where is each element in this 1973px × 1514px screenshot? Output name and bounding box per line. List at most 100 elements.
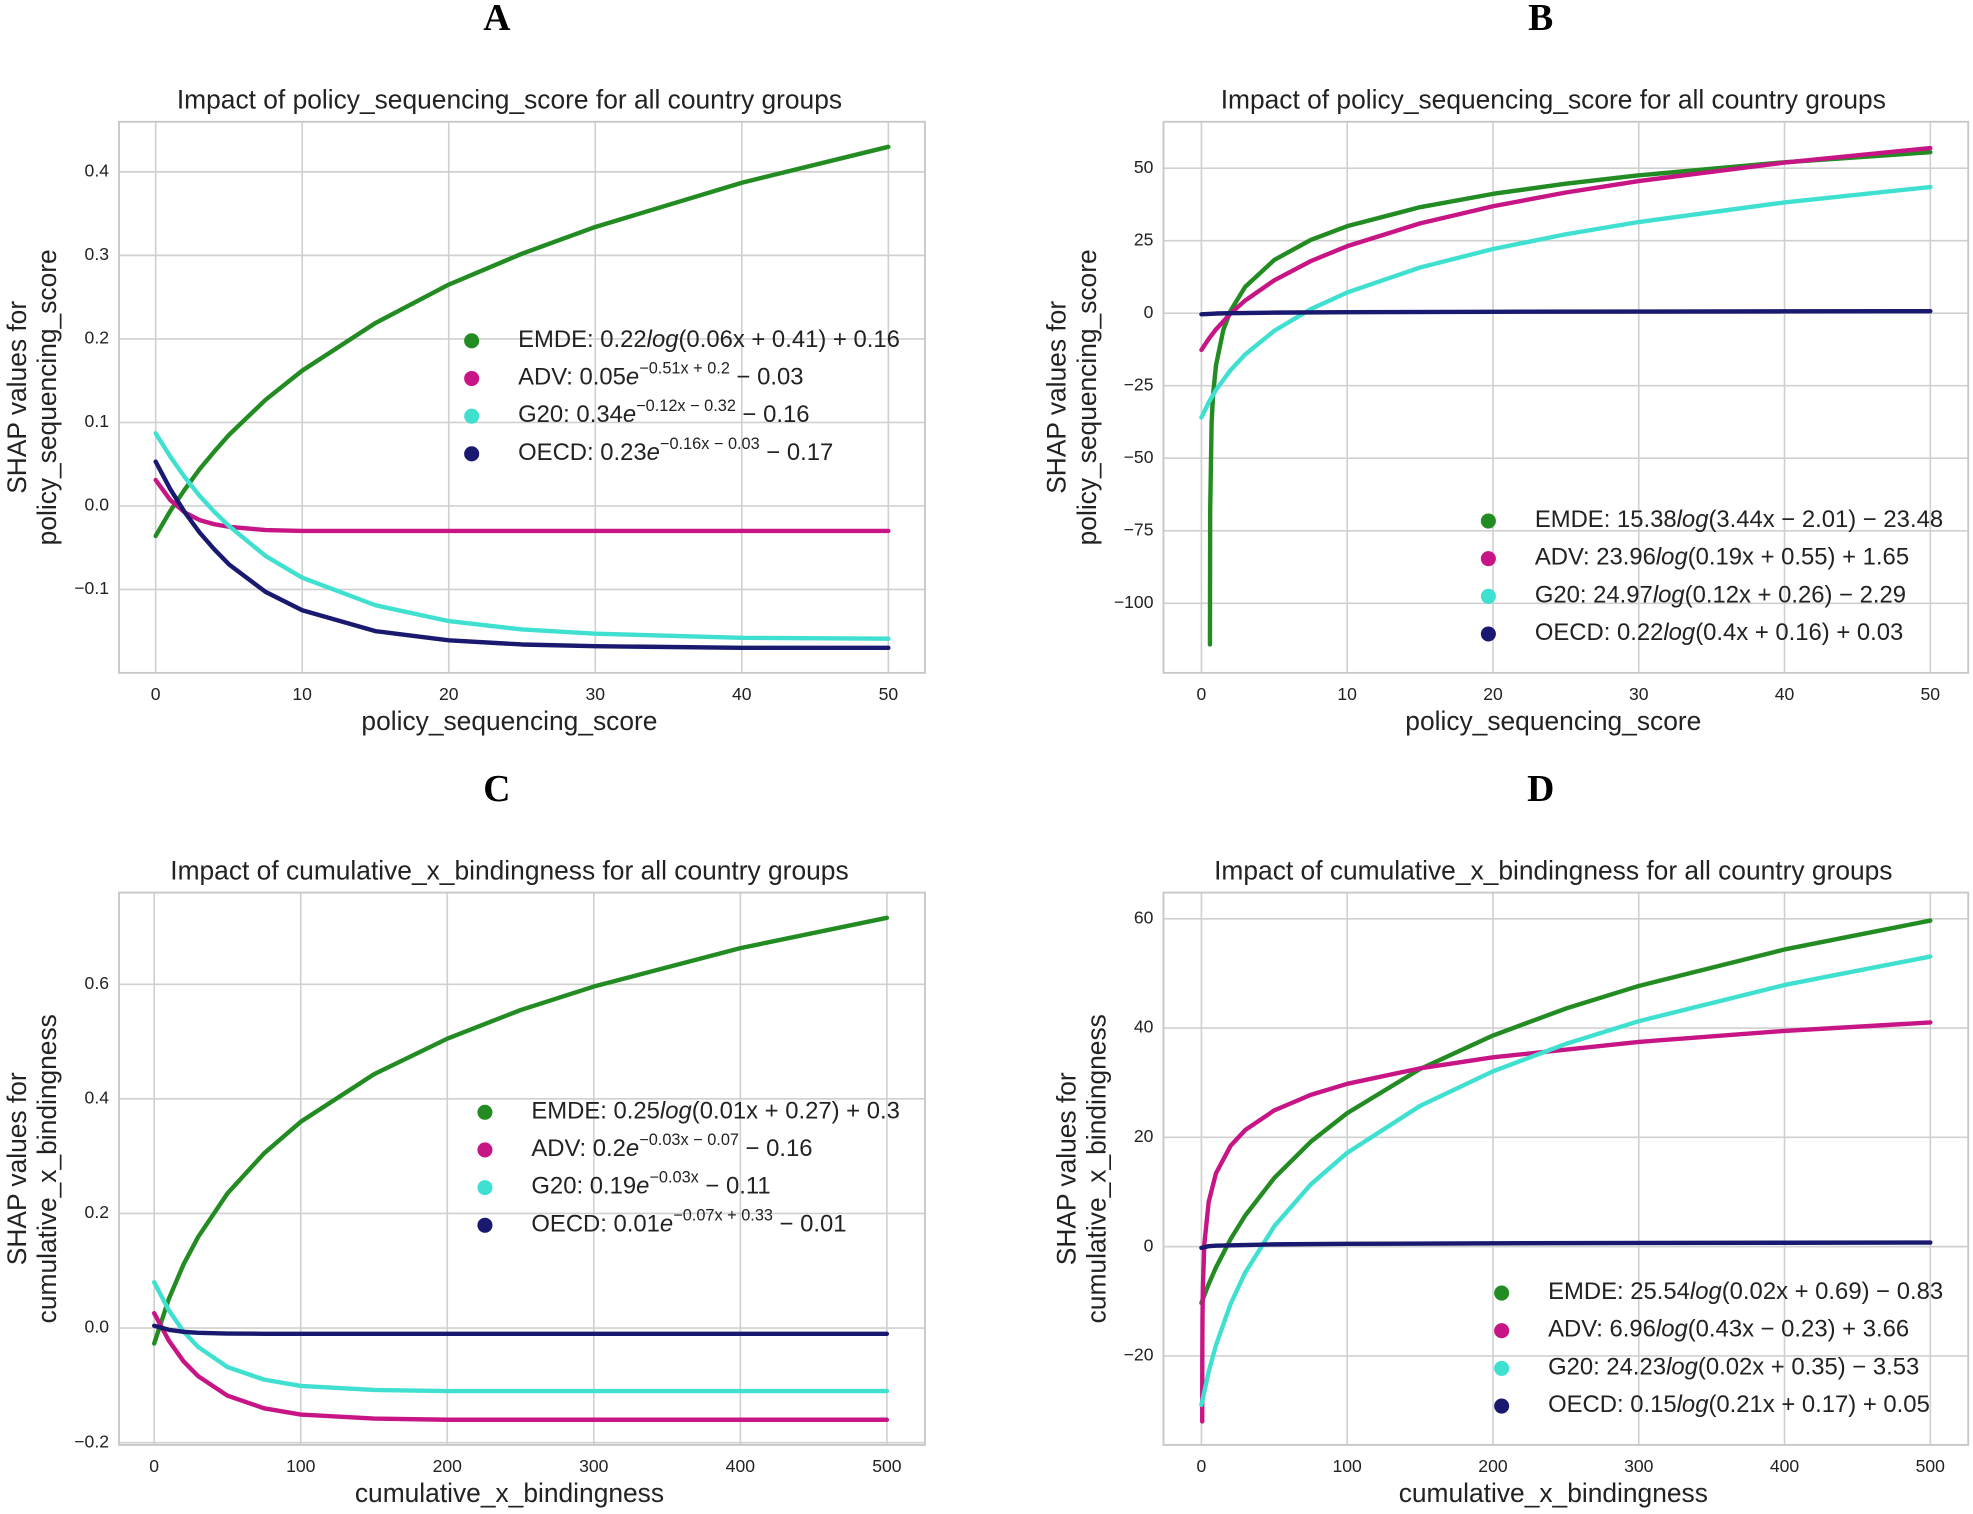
x-tick-label: 0 [151,684,161,704]
legend-segment: −0.03x − 0.07 [639,1131,739,1149]
x-tick-label: 0 [1197,684,1207,704]
x-tick-label: 50 [879,684,899,704]
legend-segment: log [1653,582,1686,609]
panel-letter: B [1528,0,1553,39]
y-tick-label: −0.2 [74,1431,109,1451]
legend-segment: log [1656,544,1689,571]
y-tick-label: −100 [1114,592,1154,612]
legend-marker [1480,551,1496,567]
series-line [1207,150,1933,647]
series-line [1199,1240,1933,1251]
legend-segment: − 0.16 [739,1135,813,1162]
legend-label: ADV: 6.96log(0.43x − 0.23) + 3.66 [1548,1316,1909,1343]
legend-segment: − 0.16 [736,401,810,428]
legend-segment: OECD: 0.22 [1535,619,1664,646]
legend-segment: (0.19x + 0.55) + 1.65 [1688,544,1909,571]
panel: C Impact of cumulative_x_bindingness for … [2,768,926,1508]
y-tick-label: −0.1 [74,578,109,598]
series-line [1199,954,1933,1408]
legend-segment: G20: 0.34 [518,401,623,428]
legend-segment: EMDE: 15.38 [1535,506,1677,533]
series-line [151,915,890,1346]
legend-segment: OECD: 0.15 [1548,1391,1677,1418]
legend-marker [477,1104,493,1120]
y-tick-label: 20 [1134,1126,1154,1146]
x-axis-label: policy_sequencing_score [1405,706,1701,736]
legend-segment: EMDE: 0.22 [518,326,647,353]
series-line [153,431,891,641]
legend-label: G20: 24.97log(0.12x + 0.26) − 2.29 [1535,582,1906,609]
legend-label: EMDE: 0.25log(0.01x + 0.27) + 0.3 [531,1098,899,1125]
chart-title: Impact of cumulative_x_bindingness for a… [1214,855,1892,885]
legend-segment: (0.01x + 0.27) + 0.3 [692,1098,900,1125]
legend-marker [1480,626,1496,642]
legend-segment: log [1663,619,1696,646]
x-tick-label: 30 [1629,684,1649,704]
legend-segment: −0.16x − 0.03 [660,435,760,453]
series-line [151,1323,890,1336]
legend-label: EMDE: 15.38log(3.44x − 2.01) − 23.48 [1535,506,1943,533]
legend-segment: −0.07x + 0.33 [673,1207,773,1225]
panel-letter: D [1527,768,1554,810]
legend-segment: EMDE: 25.54 [1548,1278,1690,1305]
y-axis-label: SHAP values for [2,1072,32,1265]
x-tick-label: 200 [433,1456,463,1476]
x-axis-label: cumulative_x_bindingness [355,1478,664,1508]
y-axis-label: policy_sequencing_score [1072,249,1102,545]
x-tick-label: 300 [1624,1456,1654,1476]
legend-segment: G20: 24.23 [1548,1354,1666,1381]
plot-frame [118,120,926,674]
series-line [151,1310,890,1422]
x-tick-label: 500 [1916,1456,1946,1476]
legend-segment: OECD: 0.23 [518,439,647,466]
series-line [1199,918,1933,1306]
x-axis-label: cumulative_x_bindingness [1399,1478,1708,1508]
y-tick-label: 0.0 [85,1317,110,1337]
panel: D Impact of cumulative_x_bindingness for … [1051,768,1970,1508]
y-axis-label: SHAP values for [2,301,32,494]
y-tick-label: 0.2 [85,328,109,348]
legend-label: EMDE: 0.22log(0.06x + 0.41) + 0.16 [518,326,900,353]
legend-marker [464,408,480,424]
legend-marker [464,446,480,462]
legend-label: OECD: 0.22log(0.4x + 0.16) + 0.03 [1535,619,1903,646]
legend-segment: ADV: 0.2 [531,1135,626,1162]
y-tick-label: 0.4 [85,1088,110,1108]
legend-label: OECD: 0.01e−0.07x + 0.33 − 0.01 [531,1207,846,1238]
x-tick-label: 30 [586,684,606,704]
y-tick-label: −25 [1124,374,1154,394]
x-tick-label: 40 [1775,684,1795,704]
legend-marker [477,1217,493,1233]
series-line [153,459,891,651]
legend-segment: (0.21x + 0.17) + 0.05 [1708,1391,1929,1418]
legend-segment: log [660,1098,693,1125]
legend-marker [477,1180,493,1196]
series-line [1199,184,1933,420]
x-tick-label: 200 [1478,1456,1508,1476]
legend-marker [1494,1285,1510,1301]
legend-segment: e [636,1173,649,1200]
x-tick-label: 50 [1921,684,1941,704]
legend-label: G20: 0.19e−0.03x − 0.11 [531,1169,770,1200]
series-line [153,144,891,539]
legend-segment: (3.44x − 2.01) − 23.48 [1708,506,1943,533]
y-axis-label: policy_sequencing_score [32,249,62,545]
y-tick-label: 60 [1134,907,1154,927]
legend-segment: −0.03x [649,1169,698,1187]
panel: A Impact of policy_sequencing_score for a… [2,0,926,736]
legend-marker [464,370,480,387]
chart-title: Impact of policy_sequencing_score for al… [1221,85,1886,115]
series-line [151,1280,890,1394]
plot-frame [1162,891,1970,1446]
y-tick-label: 25 [1134,229,1154,249]
y-tick-label: 0 [1144,1235,1154,1255]
y-tick-label: 0.0 [85,495,110,515]
y-tick-label: 0.4 [85,161,110,181]
legend-segment: (0.02x + 0.35) − 3.53 [1698,1354,1919,1381]
legend-segment: log [1690,1278,1723,1305]
legend-segment: (0.06x + 0.41) + 0.16 [679,326,900,353]
legend-segment: e [626,364,639,391]
legend-segment: OECD: 0.01 [531,1211,660,1238]
